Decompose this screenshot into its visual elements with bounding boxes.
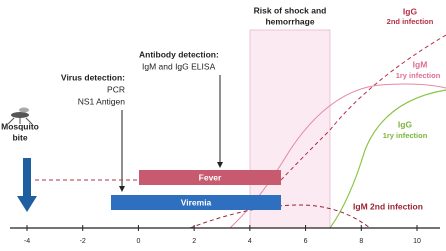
tick-label: 0 — [136, 238, 140, 245]
curve-label: IgM 2nd infection — [353, 201, 423, 211]
arrowhead — [119, 186, 125, 192]
tick-label: 8 — [359, 238, 363, 245]
bite-arrowhead — [17, 196, 37, 212]
risk-label: Risk of shock and — [254, 5, 327, 15]
tick-label: -4 — [24, 238, 30, 245]
bar-label: Fever — [199, 172, 222, 182]
bar-label: Viremia — [181, 197, 212, 207]
curve-label: 1ry infection — [396, 71, 441, 80]
curve-label: IgG — [398, 119, 413, 129]
curve-label: IgG — [403, 6, 418, 16]
bite-arrow — [23, 158, 31, 198]
curve-label: IgM — [413, 59, 428, 69]
tick-label: 6 — [304, 238, 308, 245]
igg2-curve — [35, 35, 446, 180]
mosquito-label: Mosquito — [1, 121, 39, 131]
tick-label: -2 — [80, 238, 86, 245]
diagram: Risk of shock and hemorrhage Antibody de… — [0, 0, 446, 251]
virus-method: NS1 Antigen — [78, 96, 126, 106]
curve-label: 1ry infection — [383, 131, 428, 140]
tick-label: 4 — [248, 238, 252, 245]
antibody-title: Antibody detection: — [139, 49, 219, 59]
page: {"risk": ["Risk of shock and", "hemorrha… — [0, 0, 446, 251]
virus-title: Virus detection: — [61, 72, 125, 82]
arrowhead — [217, 162, 223, 168]
virus-method: PCR — [107, 84, 125, 94]
tick-label: 10 — [413, 238, 421, 245]
tick-label: 2 — [192, 238, 196, 245]
antibody-method: IgM and IgG ELISA — [142, 61, 216, 71]
mosquito-label: bite — [12, 132, 27, 142]
risk-label: hemorrhage — [265, 16, 314, 26]
curve-label: 2nd infection — [387, 17, 434, 26]
